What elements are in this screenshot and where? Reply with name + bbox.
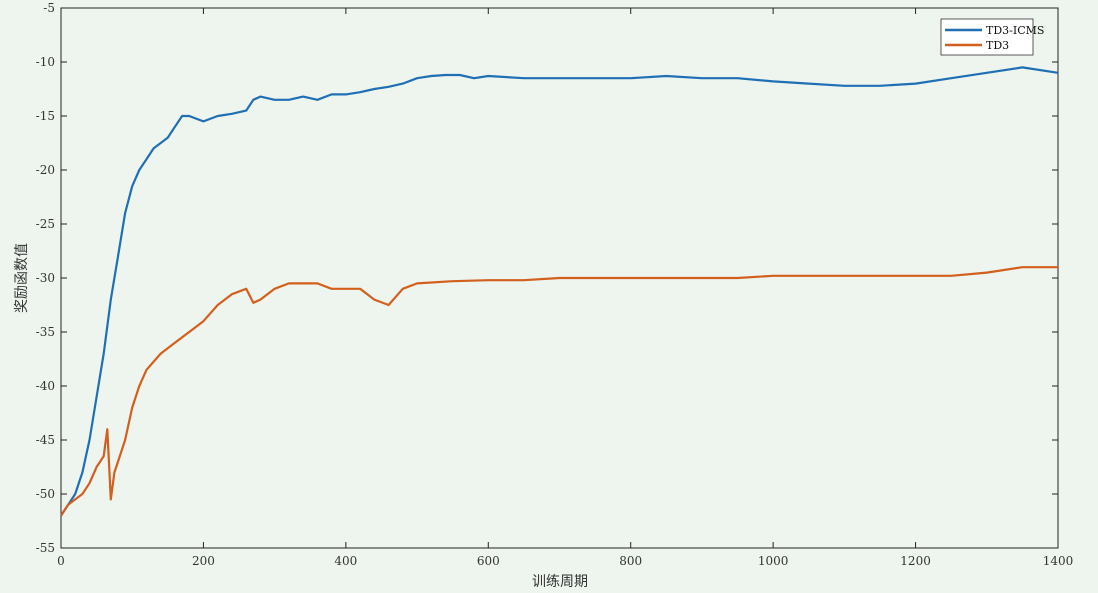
y-tick-label: -40 [36, 379, 55, 393]
y-tick-label: -30 [36, 271, 55, 285]
x-tick-label: 1200 [900, 554, 931, 568]
x-tick-label: 0 [57, 554, 65, 568]
legend-box [940, 18, 1034, 56]
y-tick-label: -15 [36, 109, 55, 123]
x-tick-label: 1400 [1043, 554, 1074, 568]
y-axis-label: 奖励函数值 [13, 243, 30, 313]
x-tick-label: 800 [619, 554, 642, 568]
y-tick-label: -10 [36, 55, 55, 69]
y-tick-label: -20 [36, 163, 55, 177]
x-tick-label: 1000 [758, 554, 789, 568]
series-line-td3-icms [60, 66, 1059, 517]
legend: TD3-ICMS TD3 [940, 18, 1044, 56]
y-tick-label: -35 [36, 325, 55, 339]
y-tick-label: -5 [43, 1, 55, 15]
y-tick-label: -50 [36, 487, 55, 501]
y-tick-label: -55 [36, 541, 55, 555]
x-tick-label: 600 [477, 554, 500, 568]
x-tick-label: 200 [192, 554, 215, 568]
series-line-td3 [60, 266, 1058, 517]
y-tick-label: -25 [36, 217, 55, 231]
y-tick-label: -45 [36, 433, 55, 447]
legend-label-td3: TD3 [986, 39, 1009, 52]
x-tick-label: 400 [334, 554, 357, 568]
legend-label-td3-icms: TD3-ICMS [986, 24, 1044, 37]
x-axis-label: 训练周期 [532, 574, 588, 590]
